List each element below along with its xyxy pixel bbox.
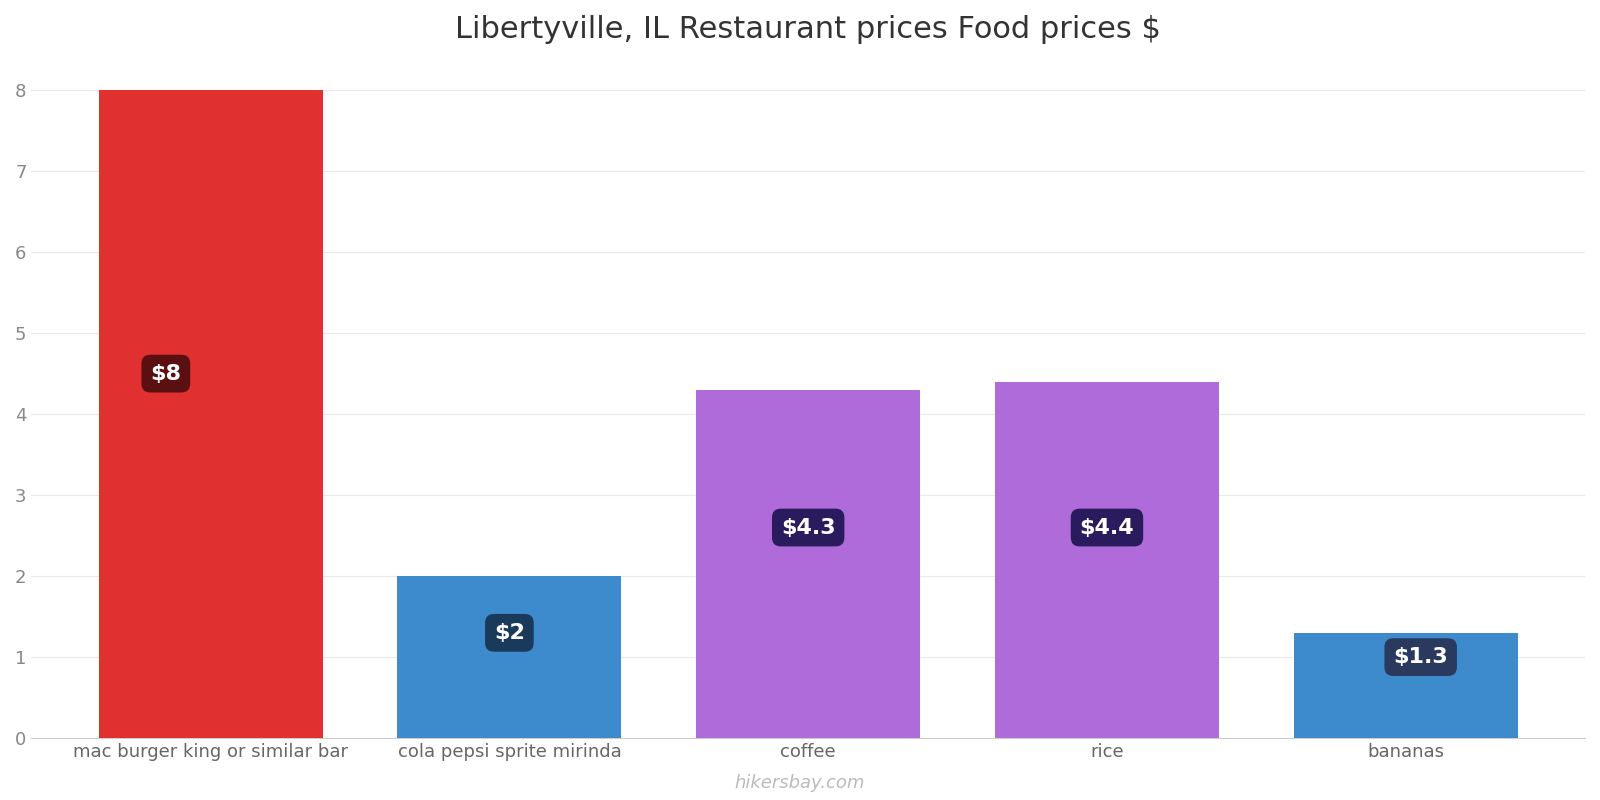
Bar (397, 576, 621, 738)
Bar (696, 390, 920, 738)
Text: $2: $2 (494, 623, 525, 643)
Title: Libertyville, IL Restaurant prices Food prices $: Libertyville, IL Restaurant prices Food … (456, 15, 1162, 44)
Bar (1294, 633, 1518, 738)
Bar (995, 382, 1219, 738)
Text: $8: $8 (150, 364, 181, 384)
Text: $1.3: $1.3 (1394, 647, 1448, 667)
Text: $4.4: $4.4 (1080, 518, 1134, 538)
Text: $4.3: $4.3 (781, 518, 835, 538)
Text: hikersbay.com: hikersbay.com (734, 774, 866, 792)
Bar (99, 90, 323, 738)
